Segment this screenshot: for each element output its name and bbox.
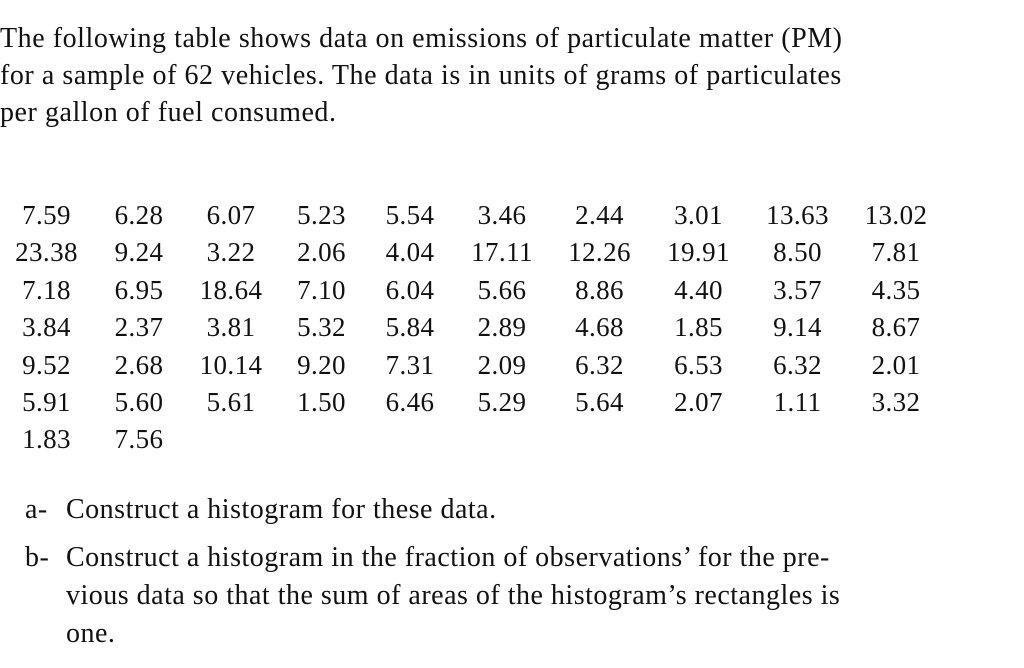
table-row: 9.52 2.68 10.14 9.20 7.31 2.09 6.32 6.53 6.32 2.0… [0, 347, 945, 384]
table-row: 7.18 6.95 18.64 7.10 6.04 5.66 8.86 4.40 3.57 4.3… [0, 272, 945, 309]
table-cell: 17.11 [471, 237, 533, 268]
question-text: Construct a histogram in the fraction of… [66, 542, 830, 573]
table-cell: 6.53 [674, 349, 723, 380]
table-cell: 8.86 [575, 274, 624, 305]
table-cell: 7.81 [871, 237, 921, 268]
table-cell: 5.23 [297, 200, 346, 230]
table-cell: 6.32 [773, 349, 822, 380]
table-cell: 9.52 [22, 349, 71, 380]
table-row: 1.83 7.56 [0, 421, 945, 458]
table-cell: 6.95 [114, 274, 164, 305]
table-cell: 9.24 [114, 237, 164, 268]
table-cell: 2.89 [477, 312, 527, 343]
question-label: a- [25, 494, 48, 525]
table-cell: 7.10 [297, 274, 346, 305]
table-cell: 13.63 [766, 200, 829, 230]
table-row: 7.59 6.28 6.07 5.23 5.54 3.46 2.44 3.01 13.63 13.… [0, 197, 945, 234]
question-text: vious data so that the sum of areas of t… [66, 580, 841, 611]
table-cell: 5.66 [477, 274, 527, 305]
table-cell: 5.64 [575, 387, 624, 418]
table-cell: 12.26 [568, 237, 631, 268]
table-cell: 5.32 [297, 312, 346, 343]
table-cell: 4.04 [385, 237, 435, 268]
table-cell: 2.07 [674, 387, 723, 418]
table-cell: 5.91 [22, 387, 71, 418]
table-cell: 8.67 [871, 312, 921, 343]
table-cell: 19.91 [667, 237, 730, 268]
question-text: one. [66, 618, 116, 649]
table-cell: 1.85 [674, 312, 723, 343]
table-cell: 7.18 [22, 274, 71, 305]
table-cell: 1.83 [22, 424, 71, 455]
table-cell: 1.50 [297, 387, 346, 418]
table-cell: 4.40 [674, 274, 723, 305]
table-cell: 13.02 [864, 200, 928, 230]
question-text: Construct a histogram for these data. [66, 494, 497, 525]
table-cell: 23.38 [15, 237, 78, 268]
table-cell: 6.28 [114, 200, 164, 230]
table-cell: 3.57 [773, 274, 822, 305]
table-cell: 4.35 [871, 274, 921, 305]
table-cell: 3.22 [206, 237, 256, 268]
table-cell: 6.46 [385, 387, 435, 418]
statement-line: The following table shows data on emissi… [0, 23, 843, 54]
statement-line: per gallon of fuel consumed. [0, 97, 337, 128]
table-cell: 2.37 [114, 312, 164, 343]
table-cell: 2.09 [477, 349, 527, 380]
table-cell: 2.44 [575, 200, 624, 230]
table-row: 3.84 2.37 3.81 5.32 5.84 2.89 4.68 1.85 9.14 8.67 [0, 309, 945, 346]
table-cell: 3.01 [674, 200, 723, 230]
table-cell: 7.59 [22, 200, 71, 230]
table-cell: 5.61 [206, 387, 256, 418]
problem-statement: The following table shows data on emissi… [0, 20, 945, 131]
table-cell: 3.81 [206, 312, 256, 343]
statement-line: for a sample of 62 vehicles. The data is… [0, 60, 842, 91]
table-cell: 3.46 [477, 200, 527, 230]
table-row: 5.91 5.60 5.61 1.50 6.46 5.29 5.64 2.07 1.11 3.32 [0, 384, 945, 421]
table-cell: 6.04 [385, 274, 435, 305]
table-cell: 2.01 [871, 349, 921, 380]
table-cell: 2.68 [114, 349, 164, 380]
table-cell: 2.06 [297, 237, 346, 268]
table-cell: 5.29 [477, 387, 527, 418]
table-cell: 4.68 [575, 312, 624, 343]
table-cell: 10.14 [199, 349, 263, 380]
table-cell: 6.32 [575, 349, 624, 380]
table-cell: 9.20 [297, 349, 346, 380]
table-cell: 1.11 [773, 387, 822, 418]
table-cell: 5.60 [114, 387, 164, 418]
table-cell: 7.56 [114, 424, 164, 455]
table-cell: 5.54 [385, 200, 435, 230]
table-cell: 8.50 [773, 237, 822, 268]
table-cell: 3.84 [22, 312, 71, 343]
table-cell: 9.14 [773, 312, 822, 343]
table-cell: 3.32 [871, 387, 921, 418]
table-cell: 7.31 [385, 349, 435, 380]
table-cell: 18.64 [199, 274, 263, 305]
table-row: 23.38 9.24 3.22 2.06 4.04 17.11 12.26 19.91 8.50… [0, 234, 945, 271]
table-cell: 6.07 [206, 200, 256, 230]
question-label: b- [25, 542, 50, 573]
table-cell: 5.84 [385, 312, 435, 343]
pm-data-table: 7.59 6.28 6.07 5.23 5.54 3.46 2.44 3.01 13.63 13.… [0, 197, 945, 459]
